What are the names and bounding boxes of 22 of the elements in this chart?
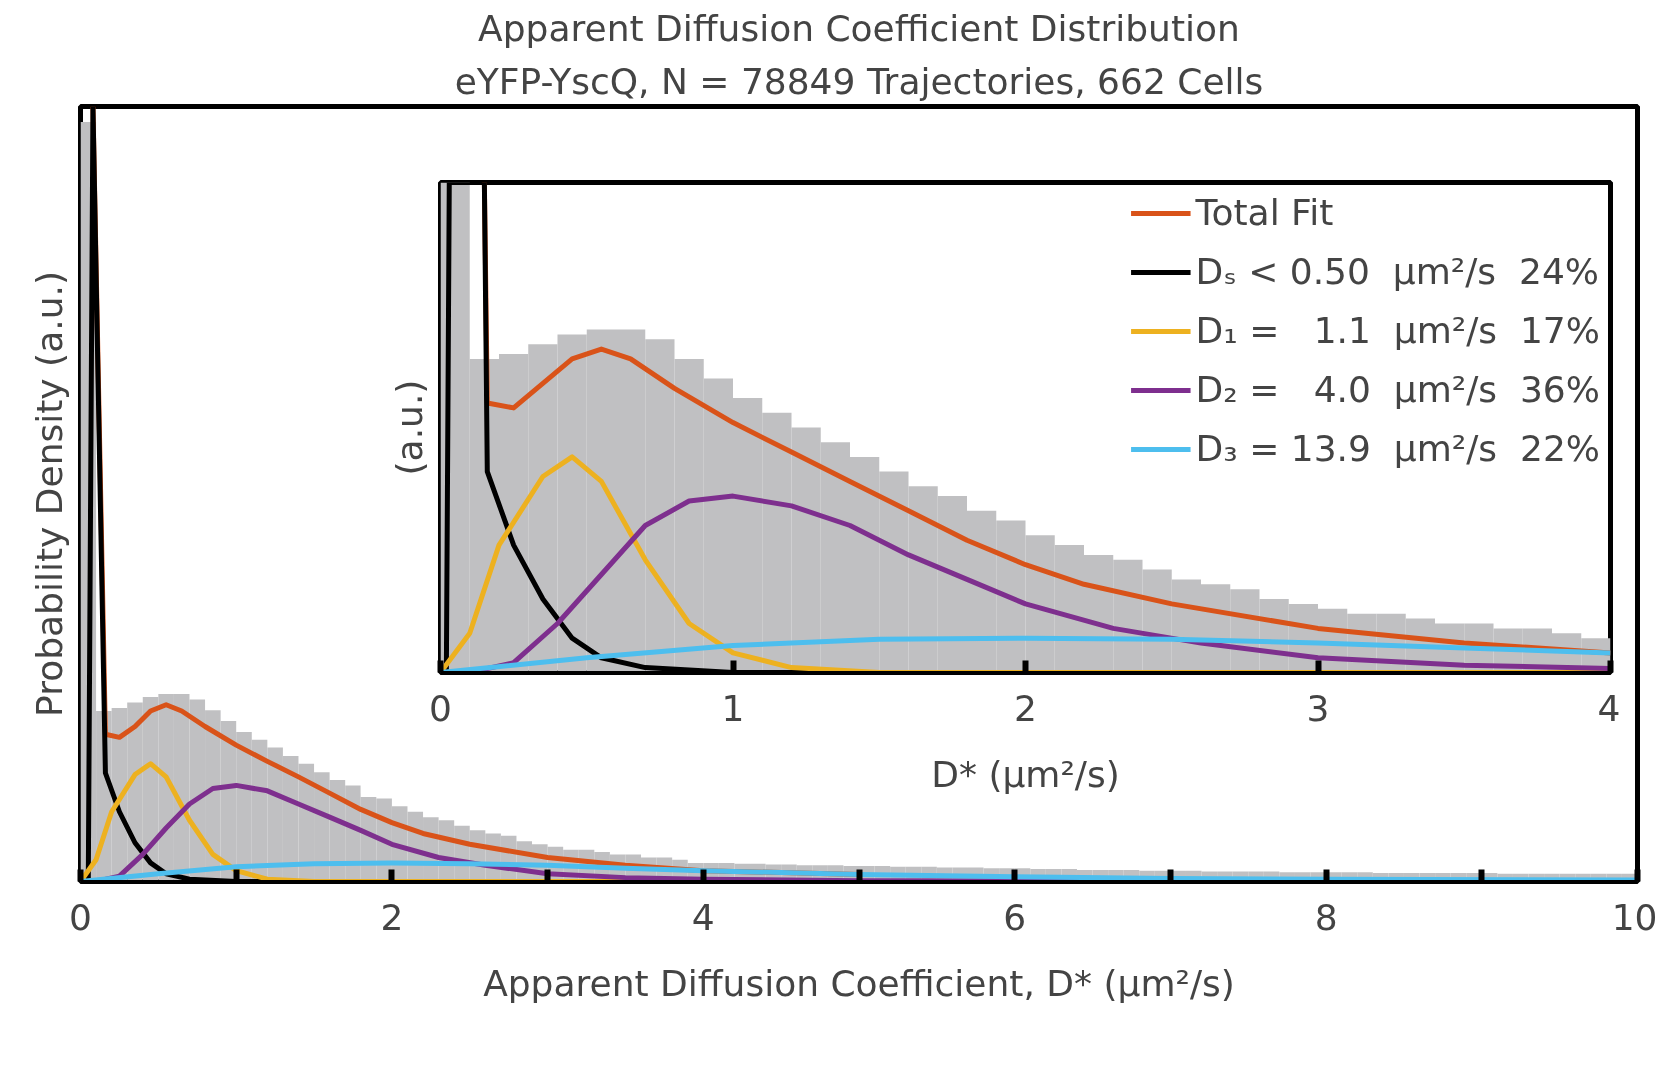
y-axis-title: (a.u.) [388,379,430,476]
x-tick-label: 2 [380,896,404,938]
x-tick-label: 2 [1014,687,1037,729]
legend-label: Total Fit [1195,192,1334,233]
legend-label: D₃ = 13.9 µm²/s 22% [1195,428,1600,469]
x-tick-label: 8 [1314,896,1338,938]
x-tick-label: 4 [691,896,715,938]
legend-label: D₁ = 1.1 µm²/s 17% [1195,310,1600,351]
chart-subtitle: eYFP-YscQ, N = 78849 Trajectories, 662 Cells [454,60,1264,102]
x-axis-title: Apparent Diffusion Coefficient, D* (µm²/s) [483,962,1235,1004]
x-tick-label: 10 [1611,896,1658,938]
x-tick-label: 6 [1003,896,1027,938]
legend-label: Dₛ < 0.50 µm²/s 24% [1195,251,1599,292]
x-tick-label: 4 [1597,687,1621,729]
x-tick-label: 3 [1306,687,1330,729]
legend-label: D₂ = 4.0 µm²/s 36% [1195,369,1600,410]
x-tick-label: 0 [69,896,92,938]
y-axis-title: Probability Density (a.u.) [28,271,70,717]
x-tick-label: 0 [429,687,452,729]
x-axis-title: D* (µm²/s) [931,753,1120,795]
x-tick-label: 1 [721,687,745,729]
chart-title: Apparent Diffusion Coefficient Distribution [478,7,1240,49]
